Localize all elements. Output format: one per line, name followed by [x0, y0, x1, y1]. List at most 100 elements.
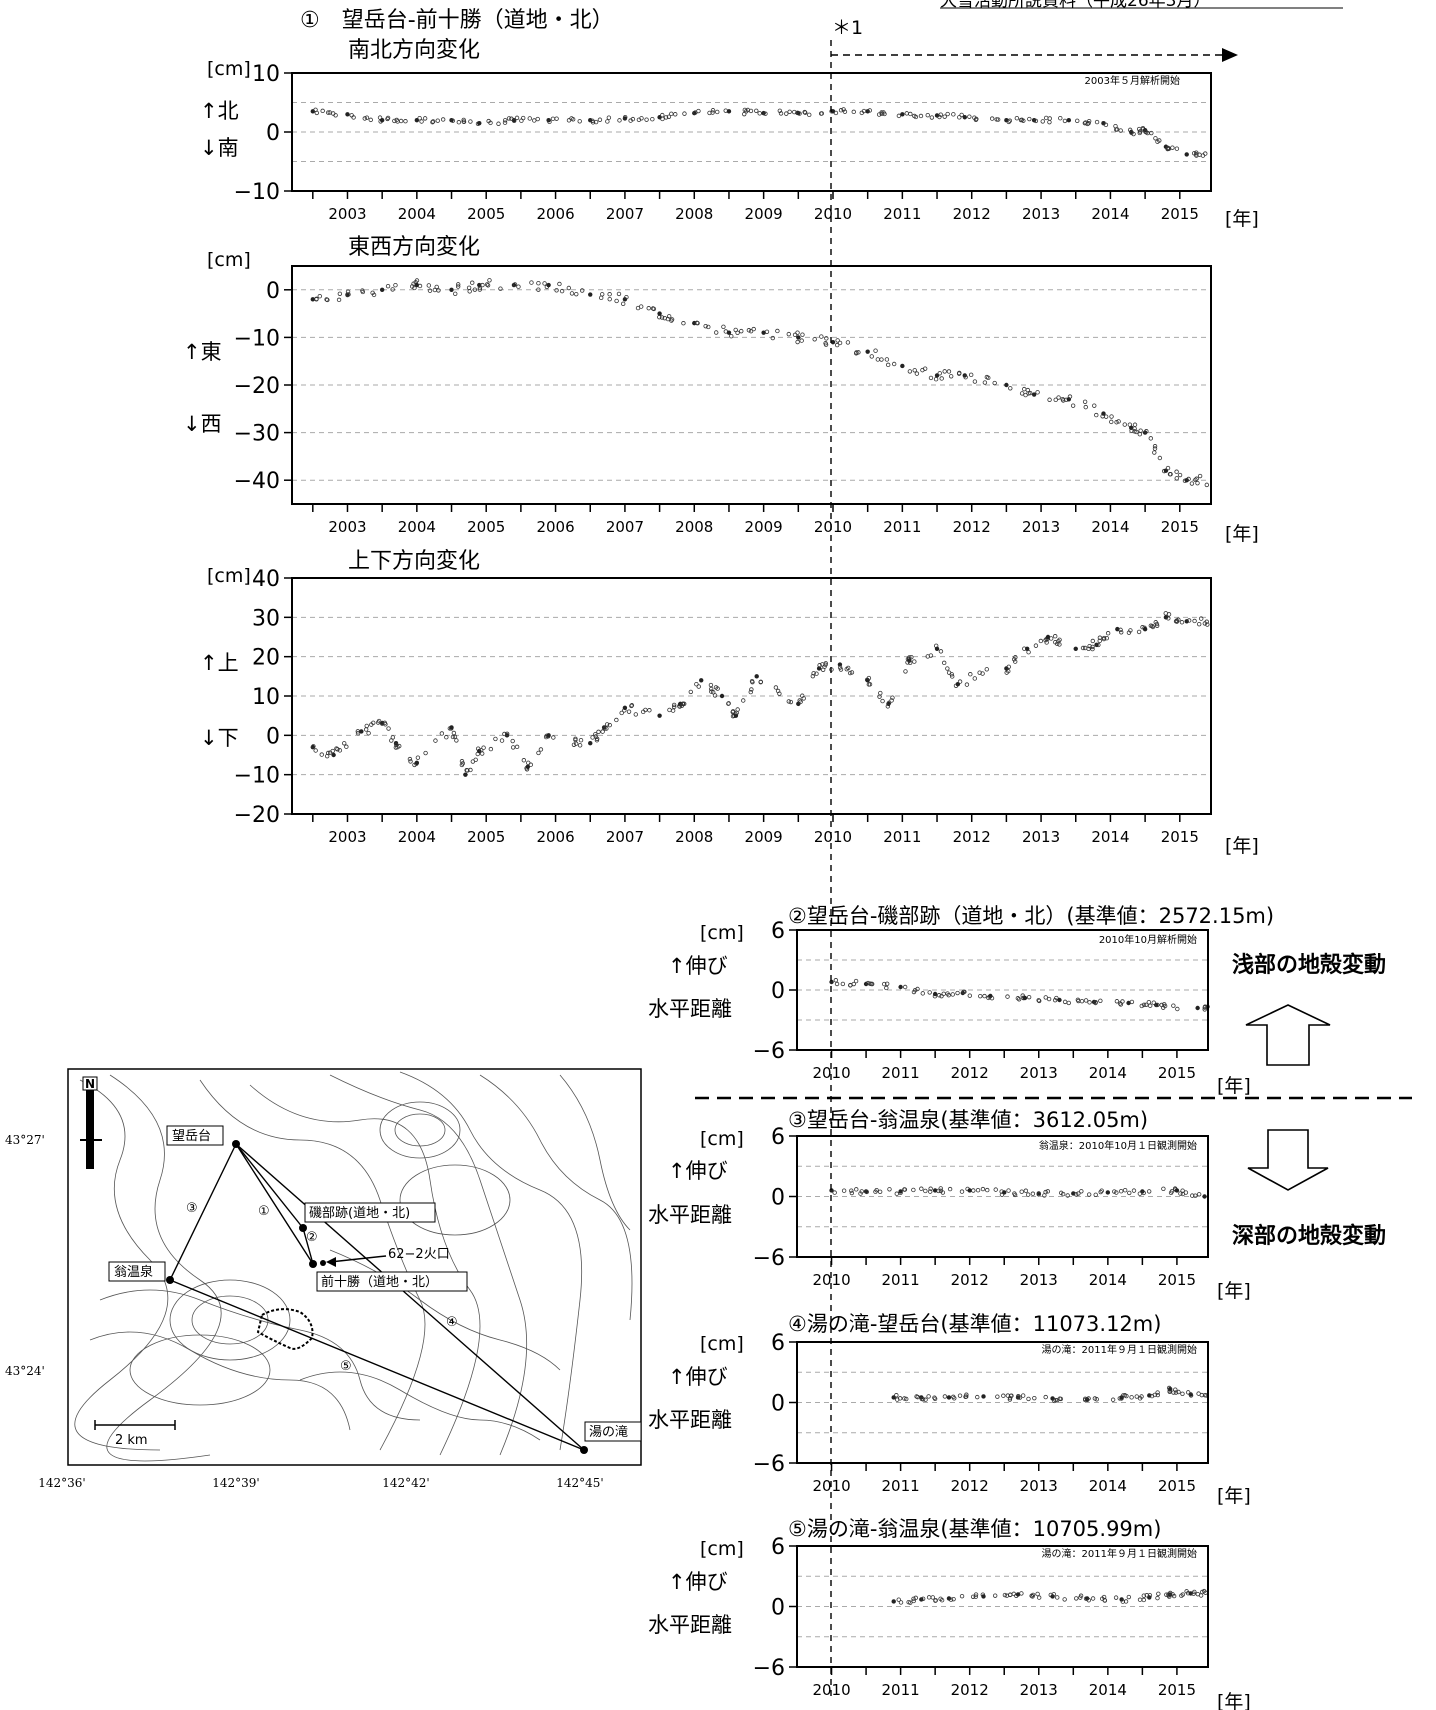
data-point [1090, 644, 1095, 650]
data-point [985, 1187, 990, 1193]
data-point [788, 699, 794, 705]
x-tick-label: 2011 [882, 1681, 920, 1699]
data-point [659, 315, 665, 320]
data-point [1126, 630, 1132, 635]
data-point [816, 666, 822, 671]
data-point [775, 328, 780, 334]
data-point [1146, 1000, 1152, 1005]
data-point [902, 1396, 907, 1401]
data-point [858, 1191, 863, 1196]
lon-142-45: 142°45' [556, 1476, 603, 1490]
station-isobeato: 磯部跡(道地・北) [309, 1205, 410, 1221]
x-tick-label: 2008 [675, 205, 713, 223]
data-point [461, 119, 467, 125]
data-point [890, 695, 895, 700]
data-point [398, 118, 404, 124]
data-point [972, 676, 977, 681]
data-point [1004, 382, 1009, 388]
data-point [1043, 115, 1049, 121]
y-tick-label: −6 [753, 1246, 785, 1271]
data-point [436, 288, 441, 293]
data-point [574, 291, 579, 297]
data-point [1027, 390, 1033, 396]
data-point [777, 691, 782, 696]
data-point [620, 301, 626, 307]
data-point [669, 318, 674, 323]
data-point [951, 1394, 956, 1400]
data-point [1030, 1592, 1036, 1598]
data-point [1052, 1398, 1057, 1404]
data-point [1205, 622, 1210, 627]
data-point [993, 1187, 998, 1192]
data-point [688, 689, 694, 695]
data-point [807, 112, 812, 118]
data-point [1065, 1193, 1070, 1198]
x-tick-label: 2011 [882, 1477, 920, 1495]
data-point [694, 320, 700, 326]
data-point [577, 119, 582, 124]
data-point [614, 717, 619, 723]
data-point [817, 663, 822, 668]
data-point [1054, 1398, 1060, 1403]
data-point [590, 735, 595, 740]
data-point [1047, 116, 1052, 121]
data-point [932, 991, 938, 997]
data-point [516, 284, 521, 289]
y-tick-label: −6 [753, 1656, 785, 1681]
data-point [801, 696, 806, 701]
station-map: 望岳台 翁温泉 磯部跡(道地・北) 前十勝（道地・北） 湯の滝 62−2火口 ①… [5, 1068, 642, 1490]
data-point [593, 119, 599, 125]
data-point [981, 1594, 986, 1599]
x-tick-label: 2003 [328, 828, 366, 846]
data-point [1043, 1394, 1048, 1400]
x-tick-label: 2013 [1020, 1477, 1058, 1495]
data-point [680, 701, 686, 706]
data-point [786, 331, 791, 337]
data-point [1094, 412, 1099, 418]
data-point [799, 338, 804, 343]
data-point [1188, 1393, 1194, 1398]
chart-b3-start-note: 翁温泉：2010年10月１日観測開始 [1039, 1139, 1197, 1152]
data-point [1075, 118, 1080, 124]
x-tick-label: 2013 [1022, 205, 1060, 223]
data-point [1129, 428, 1134, 433]
data-point [1204, 482, 1210, 488]
data-point [927, 990, 932, 995]
data-point [758, 679, 764, 684]
data-point [349, 113, 354, 118]
data-point [1191, 1591, 1196, 1596]
x-tick-label: 2013 [1020, 1064, 1058, 1082]
data-point [1142, 626, 1148, 632]
data-point [1202, 1004, 1208, 1009]
data-point [460, 761, 465, 766]
data-point [1119, 630, 1124, 635]
x-tick-label: 2008 [675, 828, 713, 846]
data-point [594, 738, 600, 743]
data-point [600, 292, 605, 297]
data-point [1054, 995, 1059, 1001]
data-point [450, 734, 456, 740]
data-point [891, 1599, 896, 1604]
data-point [1175, 1006, 1180, 1012]
data-point [934, 113, 940, 118]
data-point [571, 742, 577, 747]
data-point [949, 672, 954, 677]
data-point [837, 340, 843, 346]
data-point [671, 702, 677, 708]
data-point [884, 357, 890, 362]
data-point [528, 762, 534, 767]
data-point [1202, 1007, 1207, 1012]
data-point [945, 111, 950, 117]
x-tick-label: 2012 [953, 828, 991, 846]
data-point [1150, 624, 1156, 630]
data-point [588, 741, 593, 746]
data-point [1149, 1393, 1155, 1399]
data-point [909, 654, 914, 660]
data-point [912, 659, 917, 664]
data-point [342, 741, 347, 746]
data-point [1004, 118, 1009, 123]
data-point [444, 735, 449, 740]
data-point [812, 337, 817, 342]
chart-ns-start-note: 2003年５月解析開始 [1085, 74, 1180, 87]
